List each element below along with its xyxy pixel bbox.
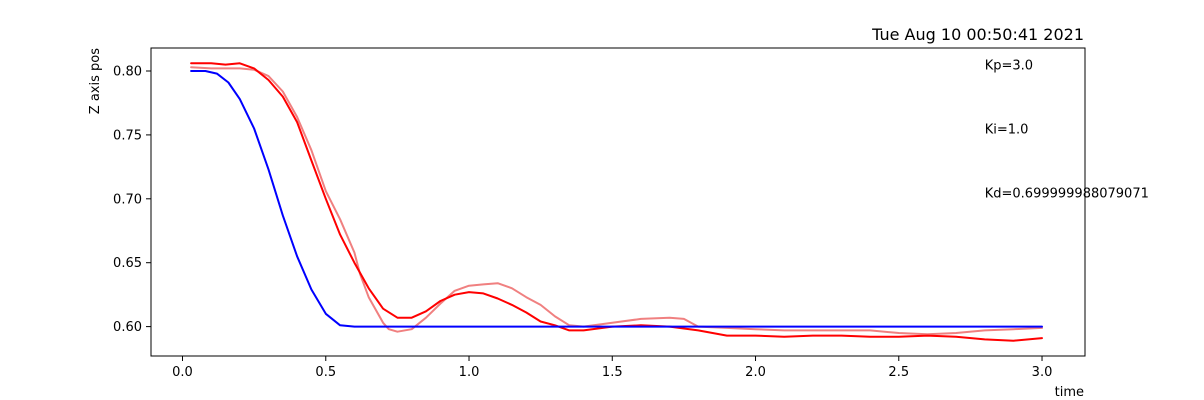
- x-axis-label: time: [1055, 385, 1084, 400]
- y-axis-label: Z axis pos: [88, 48, 103, 114]
- x-tick-label: 0.5: [315, 365, 336, 380]
- x-tick-label: 3.0: [1032, 365, 1053, 380]
- x-tick-label: 1.5: [602, 365, 623, 380]
- annotation-text: Ki=1.0: [985, 123, 1029, 138]
- x-tick-label: 1.0: [459, 365, 480, 380]
- series-layer: [190, 62, 1043, 342]
- x-tick-label: 2.0: [745, 365, 766, 380]
- y-tick-label: 0.80: [113, 65, 142, 80]
- x-tick-label: 2.5: [888, 365, 909, 380]
- plot-frame: [150, 47, 1086, 357]
- series-line-1: [190, 70, 1043, 328]
- series-line-3: [190, 62, 1043, 342]
- x-tick-label: 0.0: [172, 365, 193, 380]
- y-tick-label: 0.60: [113, 320, 142, 335]
- y-tick-label: 0.70: [113, 192, 142, 207]
- x-ticks: 0.0 0.5 1.0 1.5 2.0 2.5 3.0: [172, 356, 1052, 380]
- y-ticks: 0.60 0.65 0.70 0.75 0.80: [113, 65, 151, 335]
- y-tick-label: 0.65: [113, 256, 142, 271]
- y-tick-label: 0.75: [113, 128, 142, 143]
- annotations: Kp=3.0 Ki=1.0 Kd=0.699999988079071: [985, 59, 1149, 202]
- annotation-text: Kp=3.0: [985, 59, 1033, 74]
- series-line-2: [190, 66, 1043, 336]
- annotation-text: Kd=0.699999988079071: [985, 187, 1149, 202]
- chart-title: Tue Aug 10 00:50:41 2021: [871, 25, 1084, 44]
